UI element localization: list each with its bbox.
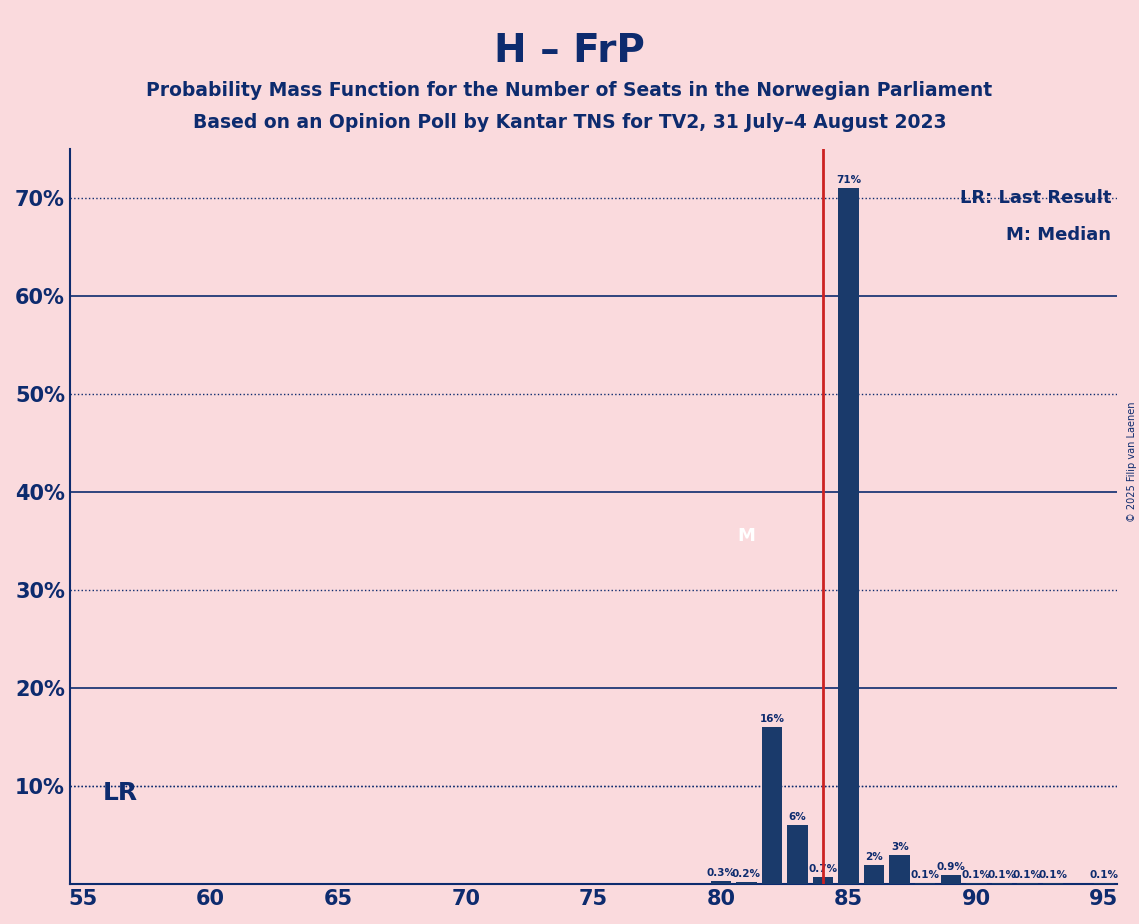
- Bar: [838, 188, 859, 884]
- Bar: [865, 865, 884, 884]
- Text: 6%: 6%: [788, 812, 806, 822]
- Bar: [1093, 883, 1114, 884]
- Text: 0.1%: 0.1%: [988, 870, 1016, 881]
- Text: 71%: 71%: [836, 176, 861, 185]
- Text: 0.1%: 0.1%: [961, 870, 991, 881]
- Text: 0.1%: 0.1%: [1039, 870, 1067, 881]
- Text: LR: LR: [103, 781, 138, 805]
- Bar: [890, 855, 910, 884]
- Bar: [762, 727, 782, 884]
- Text: 0.2%: 0.2%: [732, 869, 761, 880]
- Text: 16%: 16%: [760, 714, 785, 724]
- Text: 0.7%: 0.7%: [809, 864, 837, 874]
- Text: Based on an Opinion Poll by Kantar TNS for TV2, 31 July–4 August 2023: Based on an Opinion Poll by Kantar TNS f…: [192, 113, 947, 132]
- Bar: [966, 883, 986, 884]
- Bar: [813, 877, 834, 884]
- Text: Probability Mass Function for the Number of Seats in the Norwegian Parliament: Probability Mass Function for the Number…: [147, 81, 992, 101]
- Text: LR: Last Result: LR: Last Result: [960, 189, 1112, 207]
- Text: 0.3%: 0.3%: [706, 869, 736, 878]
- Text: 0.9%: 0.9%: [936, 862, 965, 872]
- Bar: [941, 875, 961, 884]
- Text: 0.1%: 0.1%: [1090, 870, 1118, 881]
- Text: 0.1%: 0.1%: [1013, 870, 1042, 881]
- Text: 2%: 2%: [866, 852, 883, 861]
- Text: 3%: 3%: [891, 842, 909, 852]
- Text: 0.1%: 0.1%: [911, 870, 940, 881]
- Text: M: Median: M: Median: [1007, 226, 1112, 244]
- Text: M: M: [738, 528, 755, 545]
- Bar: [711, 881, 731, 884]
- Text: © 2025 Filip van Laenen: © 2025 Filip van Laenen: [1126, 402, 1137, 522]
- Bar: [915, 883, 935, 884]
- Bar: [736, 882, 756, 884]
- Bar: [1042, 883, 1063, 884]
- Bar: [787, 825, 808, 884]
- Text: H – FrP: H – FrP: [494, 32, 645, 70]
- Bar: [992, 883, 1013, 884]
- Bar: [1017, 883, 1038, 884]
